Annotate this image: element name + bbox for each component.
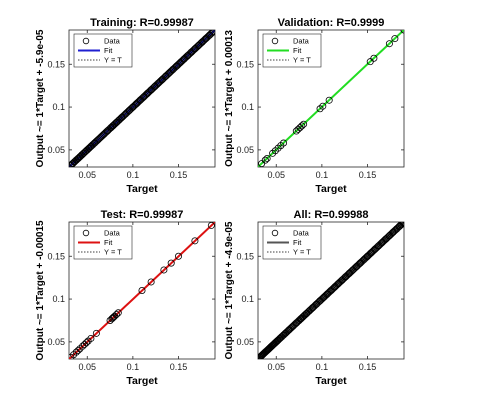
y-tick-label: 0.1 xyxy=(241,294,254,304)
subplot-2: 0.05 0.05 0.1 0.1 0.15 0.15 Validation: R=0.99… xyxy=(224,17,405,195)
y-tick-label: 0.15 xyxy=(236,251,254,261)
x-tick-label: 0.05 xyxy=(267,170,285,180)
y-tick-label: 0.1 xyxy=(52,102,65,112)
legend-marker-data xyxy=(82,37,90,45)
data-point xyxy=(391,35,399,43)
data-point xyxy=(280,139,288,147)
legend-marker-data xyxy=(271,229,279,237)
y-tick-label: 0.15 xyxy=(47,251,65,261)
x-tick-label: 0.1 xyxy=(127,362,140,372)
x-tick-label: 0.15 xyxy=(359,362,377,372)
x-tick-label: 0.15 xyxy=(170,170,188,180)
subplot-3: 0.05 0.05 0.1 0.1 0.15 0.15 Test: R=0.99987 Tar… xyxy=(35,209,216,387)
data-point xyxy=(174,252,182,260)
x-axis-label: Target xyxy=(126,183,158,195)
data-point xyxy=(92,329,100,337)
data-point xyxy=(399,222,404,227)
legend-label-fit: Fit xyxy=(293,46,302,55)
subplot-title: Validation: R=0.9999 xyxy=(278,17,385,29)
data-point xyxy=(82,339,90,347)
subplot-title: Training: R=0.99987 xyxy=(90,17,194,29)
data-point xyxy=(325,96,333,104)
y-tick-label: 0.1 xyxy=(241,102,254,112)
data-point xyxy=(160,266,168,274)
legend-marker-data xyxy=(82,229,90,237)
x-tick-label: 0.1 xyxy=(127,170,140,180)
data-point xyxy=(385,40,393,48)
x-tick-label: 0.15 xyxy=(359,170,377,180)
y-axis-label: Output ~= 1*Target + -4.9e-05 xyxy=(224,221,235,359)
subplot-title: All: R=0.99988 xyxy=(294,209,369,221)
subplot-1: 0.05 0.05 0.1 0.1 0.15 0.15 Training: R=0.9998… xyxy=(35,17,216,195)
data-point xyxy=(300,120,308,128)
legend-label-identity: Y = T xyxy=(293,248,311,257)
data-point xyxy=(397,222,404,229)
data-point xyxy=(400,30,404,34)
data-point xyxy=(319,102,327,110)
legend-label-identity: Y = T xyxy=(104,56,122,65)
fit-line xyxy=(258,30,404,167)
data-point xyxy=(114,309,122,317)
data-point xyxy=(87,334,95,342)
data-point xyxy=(398,222,404,228)
data-point xyxy=(147,278,155,286)
data-point xyxy=(206,31,214,39)
data-point xyxy=(207,30,215,38)
y-axis-label: Output ~= 1*Target + 0.00013 xyxy=(224,30,235,167)
legend-label-data: Data xyxy=(104,37,121,46)
data-point xyxy=(112,310,120,318)
x-axis-label: Target xyxy=(315,183,347,195)
legend-label-data: Data xyxy=(104,229,121,238)
x-tick-label: 0.05 xyxy=(78,362,96,372)
data-point xyxy=(74,346,82,354)
y-tick-label: 0.1 xyxy=(52,294,65,304)
data-point xyxy=(370,54,378,62)
data-point xyxy=(191,237,199,245)
x-axis-label: Target xyxy=(315,375,347,387)
data-point xyxy=(298,122,306,130)
legend-marker-data xyxy=(271,37,279,45)
data-point xyxy=(263,154,271,162)
y-tick-label: 0.05 xyxy=(236,337,254,347)
legend-label-fit: Fit xyxy=(104,238,113,247)
data-point xyxy=(208,30,215,37)
legend-label-identity: Y = T xyxy=(293,56,311,65)
legend-label-data: Data xyxy=(293,229,310,238)
y-axis-label: Output ~= 1*Target + -0.00015 xyxy=(35,220,46,361)
x-tick-label: 0.1 xyxy=(316,362,329,372)
subplot-title: Test: R=0.99987 xyxy=(101,209,184,221)
y-tick-label: 0.15 xyxy=(47,59,65,69)
y-tick-label: 0.05 xyxy=(236,145,254,155)
y-tick-label: 0.15 xyxy=(236,59,254,69)
x-tick-label: 0.1 xyxy=(316,170,329,180)
x-axis-label: Target xyxy=(126,375,158,387)
data-point xyxy=(207,222,215,229)
x-tick-label: 0.05 xyxy=(267,362,285,372)
x-tick-label: 0.05 xyxy=(78,170,96,180)
legend-label-data: Data xyxy=(293,37,310,46)
data-point xyxy=(261,156,269,164)
subplot-4: 0.05 0.05 0.1 0.1 0.15 0.15 All: R=0.99988 Targ… xyxy=(224,209,405,387)
data-point xyxy=(138,286,146,294)
y-axis-label: Output ~= 1*Target + -5.9e-05 xyxy=(35,29,46,167)
legend-label-fit: Fit xyxy=(104,46,113,55)
data-point xyxy=(167,259,175,267)
y-tick-label: 0.05 xyxy=(47,337,65,347)
legend-label-fit: Fit xyxy=(293,238,302,247)
legend-label-identity: Y = T xyxy=(104,248,122,257)
y-tick-label: 0.05 xyxy=(47,145,65,155)
x-tick-label: 0.15 xyxy=(170,362,188,372)
